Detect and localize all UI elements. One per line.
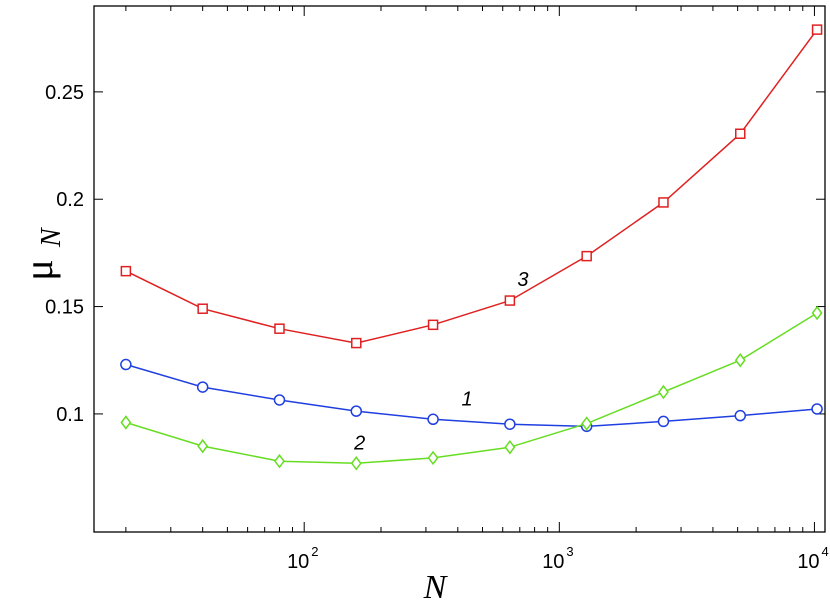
y-axis: 0.1 0.15 0.2 0.25	[45, 82, 825, 426]
series-2-point	[658, 384, 669, 400]
series-3-label: 3	[517, 269, 528, 291]
y-tick-label: 0.1	[56, 404, 84, 426]
series-2-label: 2	[353, 432, 365, 454]
x-tick-exponent: 3	[566, 544, 573, 559]
series-2-point	[120, 415, 132, 430]
y-tick-label: 0.25	[45, 82, 84, 104]
series-2-point	[427, 450, 439, 466]
series-3-point	[274, 323, 285, 334]
series-annotations: 1 2 3	[353, 269, 528, 454]
series-3-point	[658, 197, 669, 208]
series-1-point	[811, 403, 823, 415]
series-1-line	[125, 363, 818, 428]
y-axis-label: μ N	[16, 227, 67, 281]
series-3-point	[504, 295, 516, 306]
series-3-point	[735, 128, 746, 139]
x-tick-exponent: 2	[311, 544, 318, 559]
series-2-point	[811, 305, 823, 321]
series-1-point	[427, 413, 439, 426]
x-tick-label: 10	[542, 551, 564, 573]
series-group	[120, 24, 823, 471]
series-1-point	[504, 418, 516, 430]
plot-frame	[93, 5, 826, 533]
svg-text:N: N	[36, 227, 67, 248]
series-2-point	[504, 439, 516, 455]
series-2-point	[274, 453, 285, 469]
minor-ticks	[125, 6, 815, 532]
series-3-point	[427, 319, 439, 331]
y-tick-label: 0.15	[45, 297, 84, 319]
y-tick-label: 0.2	[56, 189, 84, 211]
series-1-point	[120, 358, 132, 371]
series-2-point	[350, 456, 362, 471]
x-axis: 10 2 10 3 10 4	[287, 544, 829, 573]
series-3-line	[125, 29, 818, 344]
series-2-point	[581, 416, 593, 431]
series-1-point	[657, 415, 670, 428]
series-3-point	[197, 303, 208, 314]
x-tick-exponent: 4	[821, 544, 828, 559]
series-2-point	[197, 438, 209, 454]
series-1-label: 1	[462, 388, 473, 410]
x-tick-label: 10	[797, 551, 819, 573]
x-tick-label: 10	[287, 551, 309, 573]
series-1-point	[350, 405, 363, 417]
series-3-point	[120, 265, 132, 277]
series-3-point	[581, 250, 592, 262]
series-2-line	[125, 312, 818, 465]
svg-text:μ: μ	[16, 259, 61, 280]
series-3-point	[811, 24, 823, 35]
series-1-point	[273, 394, 286, 406]
x-axis-label: N	[423, 569, 449, 605]
series-3-point	[351, 337, 362, 349]
series-1-point	[734, 409, 747, 422]
series-1-point	[196, 381, 209, 393]
series-2-point	[734, 352, 746, 368]
